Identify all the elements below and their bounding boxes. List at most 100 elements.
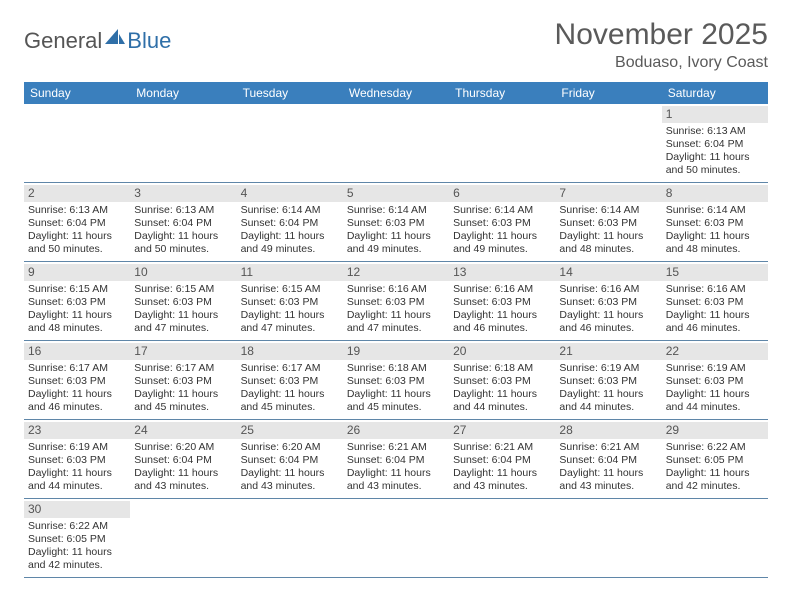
sunset-text: Sunset: 6:03 PM — [666, 296, 764, 309]
day-cell: 3Sunrise: 6:13 AMSunset: 6:04 PMDaylight… — [130, 183, 236, 261]
day-number: 8 — [662, 185, 768, 202]
sunrise-text: Sunrise: 6:21 AM — [453, 441, 551, 454]
day-cell: 24Sunrise: 6:20 AMSunset: 6:04 PMDayligh… — [130, 420, 236, 498]
sunset-text: Sunset: 6:05 PM — [28, 533, 126, 546]
sunrise-text: Sunrise: 6:14 AM — [347, 204, 445, 217]
day-header: Wednesday — [343, 82, 449, 104]
day-cell-blank: . — [662, 499, 768, 577]
day-number: 30 — [24, 501, 130, 518]
sail-icon — [104, 28, 126, 54]
day-cell: 18Sunrise: 6:17 AMSunset: 6:03 PMDayligh… — [237, 341, 343, 419]
week-row: ......1Sunrise: 6:13 AMSunset: 6:04 PMDa… — [24, 104, 768, 183]
day-cell: 16Sunrise: 6:17 AMSunset: 6:03 PMDayligh… — [24, 341, 130, 419]
sunset-text: Sunset: 6:04 PM — [241, 217, 339, 230]
sunrise-text: Sunrise: 6:13 AM — [666, 125, 764, 138]
day-cell-blank: . — [449, 104, 555, 182]
day-number: 17 — [130, 343, 236, 360]
daylight-text: Daylight: 11 hours and 49 minutes. — [347, 230, 445, 256]
sunset-text: Sunset: 6:03 PM — [347, 296, 445, 309]
day-cell: 20Sunrise: 6:18 AMSunset: 6:03 PMDayligh… — [449, 341, 555, 419]
sunset-text: Sunset: 6:03 PM — [28, 454, 126, 467]
daylight-text: Daylight: 11 hours and 43 minutes. — [559, 467, 657, 493]
sunset-text: Sunset: 6:04 PM — [453, 454, 551, 467]
sunset-text: Sunset: 6:04 PM — [559, 454, 657, 467]
day-cell: 25Sunrise: 6:20 AMSunset: 6:04 PMDayligh… — [237, 420, 343, 498]
day-cell: 22Sunrise: 6:19 AMSunset: 6:03 PMDayligh… — [662, 341, 768, 419]
daylight-text: Daylight: 11 hours and 46 minutes. — [453, 309, 551, 335]
day-header: Saturday — [662, 82, 768, 104]
sunset-text: Sunset: 6:04 PM — [134, 454, 232, 467]
day-cell: 30 Sunrise: 6:22 AMSunset: 6:05 PMDayligh… — [24, 499, 130, 577]
day-cell: 5Sunrise: 6:14 AMSunset: 6:03 PMDaylight… — [343, 183, 449, 261]
sunrise-text: Sunrise: 6:17 AM — [28, 362, 126, 375]
day-cell: 28Sunrise: 6:21 AMSunset: 6:04 PMDayligh… — [555, 420, 661, 498]
sunrise-text: Sunrise: 6:22 AM — [666, 441, 764, 454]
calendar: SundayMondayTuesdayWednesdayThursdayFrid… — [24, 82, 768, 578]
day-cell: 7Sunrise: 6:14 AMSunset: 6:03 PMDaylight… — [555, 183, 661, 261]
daylight-text: Daylight: 11 hours and 42 minutes. — [28, 546, 126, 572]
day-cell: 26Sunrise: 6:21 AMSunset: 6:04 PMDayligh… — [343, 420, 449, 498]
sunset-text: Sunset: 6:04 PM — [347, 454, 445, 467]
sunset-text: Sunset: 6:03 PM — [134, 296, 232, 309]
daylight-text: Daylight: 11 hours and 46 minutes. — [559, 309, 657, 335]
day-number: 16 — [24, 343, 130, 360]
day-cell: 27 Sunrise: 6:21 AMSunset: 6:04 PMDayligh… — [449, 420, 555, 498]
day-header: Monday — [130, 82, 236, 104]
day-cell: 29Sunrise: 6:22 AMSunset: 6:05 PMDayligh… — [662, 420, 768, 498]
day-number: 5 — [343, 185, 449, 202]
daylight-text: Daylight: 11 hours and 50 minutes. — [666, 151, 764, 177]
daylight-text: Daylight: 11 hours and 44 minutes. — [559, 388, 657, 414]
sunrise-text: Sunrise: 6:21 AM — [347, 441, 445, 454]
daylight-text: Daylight: 11 hours and 43 minutes. — [453, 467, 551, 493]
day-cell-blank: . — [237, 104, 343, 182]
sunrise-text: Sunrise: 6:14 AM — [666, 204, 764, 217]
day-cell-blank: . — [343, 104, 449, 182]
day-number: 29 — [662, 422, 768, 439]
day-number: 20 — [449, 343, 555, 360]
sunset-text: Sunset: 6:03 PM — [134, 375, 232, 388]
sunrise-text: Sunrise: 6:14 AM — [559, 204, 657, 217]
logo: General Blue — [24, 28, 171, 54]
day-number: 2 — [24, 185, 130, 202]
day-cell: 1Sunrise: 6:13 AMSunset: 6:04 PMDaylight… — [662, 104, 768, 182]
daylight-text: Daylight: 11 hours and 45 minutes. — [241, 388, 339, 414]
sunrise-text: Sunrise: 6:13 AM — [28, 204, 126, 217]
sunrise-text: Sunrise: 6:15 AM — [241, 283, 339, 296]
day-cell: 9Sunrise: 6:15 AMSunset: 6:03 PMDaylight… — [24, 262, 130, 340]
sunset-text: Sunset: 6:03 PM — [559, 217, 657, 230]
day-number: 26 — [343, 422, 449, 439]
sunrise-text: Sunrise: 6:18 AM — [453, 362, 551, 375]
daylight-text: Daylight: 11 hours and 50 minutes. — [28, 230, 126, 256]
day-cell-blank: . — [130, 104, 236, 182]
sunrise-text: Sunrise: 6:15 AM — [134, 283, 232, 296]
daylight-text: Daylight: 11 hours and 43 minutes. — [241, 467, 339, 493]
day-cell: 12Sunrise: 6:16 AMSunset: 6:03 PMDayligh… — [343, 262, 449, 340]
day-cell: 21Sunrise: 6:19 AMSunset: 6:03 PMDayligh… — [555, 341, 661, 419]
day-cell: 8Sunrise: 6:14 AMSunset: 6:03 PMDaylight… — [662, 183, 768, 261]
day-number: 27 — [449, 422, 555, 439]
sunrise-text: Sunrise: 6:17 AM — [241, 362, 339, 375]
sunset-text: Sunset: 6:03 PM — [453, 296, 551, 309]
daylight-text: Daylight: 11 hours and 48 minutes. — [28, 309, 126, 335]
sunset-text: Sunset: 6:03 PM — [241, 296, 339, 309]
daylight-text: Daylight: 11 hours and 47 minutes. — [347, 309, 445, 335]
daylight-text: Daylight: 11 hours and 48 minutes. — [559, 230, 657, 256]
sunrise-text: Sunrise: 6:22 AM — [28, 520, 126, 533]
day-number: 15 — [662, 264, 768, 281]
day-header: Sunday — [24, 82, 130, 104]
sunrise-text: Sunrise: 6:16 AM — [666, 283, 764, 296]
day-number: 24 — [130, 422, 236, 439]
sunrise-text: Sunrise: 6:19 AM — [28, 441, 126, 454]
daylight-text: Daylight: 11 hours and 44 minutes. — [666, 388, 764, 414]
sunset-text: Sunset: 6:04 PM — [666, 138, 764, 151]
location: Boduaso, Ivory Coast — [555, 54, 768, 72]
calendar-weeks: ...... 1Sunrise: 6:13 AMSunset: 6:04 PMDa… — [24, 104, 768, 578]
week-row: 9Sunrise: 6:15 AMSunset: 6:03 PMDaylight… — [24, 262, 768, 341]
daylight-text: Daylight: 11 hours and 49 minutes. — [241, 230, 339, 256]
day-cell-blank: . — [130, 499, 236, 577]
week-row: 23Sunrise: 6:19 AMSunset: 6:03 PMDayligh… — [24, 420, 768, 499]
month-title: November 2025 — [555, 18, 768, 52]
day-cell-blank: . — [555, 499, 661, 577]
daylight-text: Daylight: 11 hours and 47 minutes. — [134, 309, 232, 335]
day-header: Thursday — [449, 82, 555, 104]
